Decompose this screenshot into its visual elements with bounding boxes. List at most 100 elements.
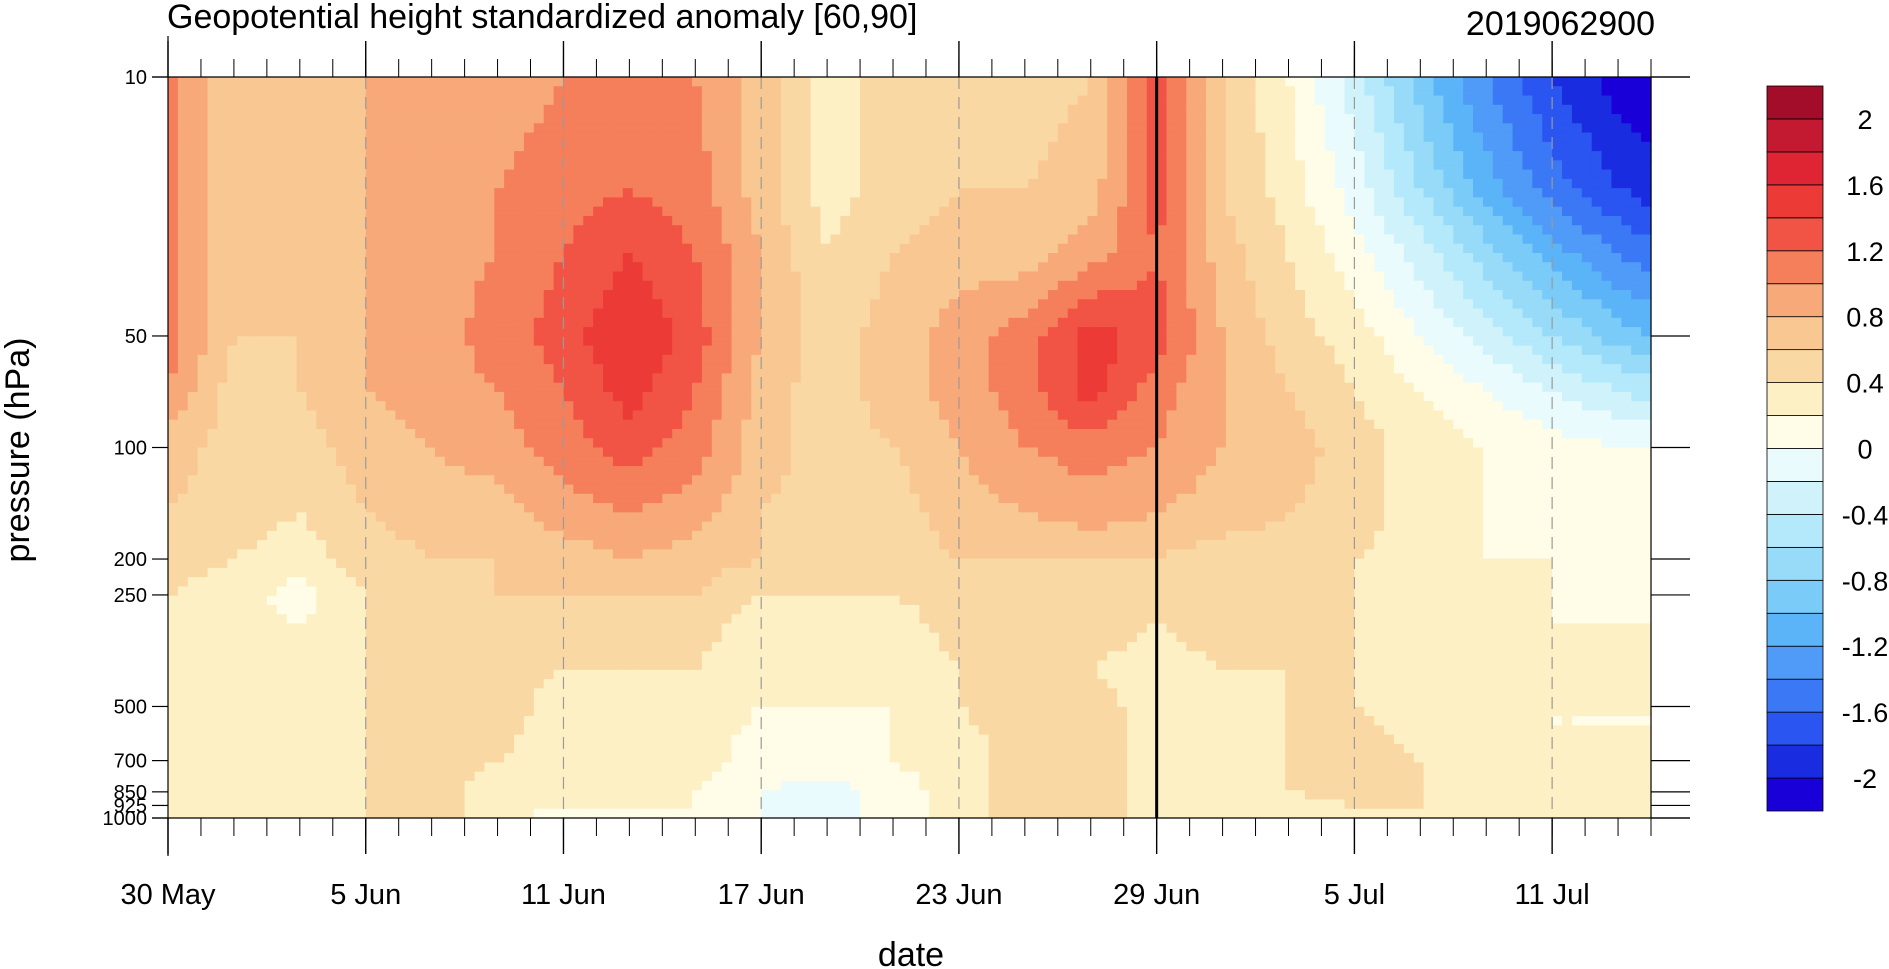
contour-cell [909,206,920,217]
contour-cell [484,308,495,319]
contour-cell [1601,252,1613,263]
contour-cell [1008,104,1019,115]
contour-cell [1631,169,1642,180]
contour-cell [1393,336,1405,347]
contour-cell [1413,77,1425,87]
contour-cell [444,169,456,180]
contour-cell [1146,188,1158,199]
contour-cell [790,317,802,328]
contour-cell [217,345,228,356]
contour-cell [573,215,584,226]
contour-cell [1176,141,1187,152]
contour-cell [316,225,327,236]
contour-cell [603,114,614,124]
contour-cell [1591,336,1603,347]
contour-cell [1117,345,1128,356]
contour-cell [207,290,219,300]
contour-cell [1621,178,1632,189]
contour-cell [1591,160,1603,171]
contour-cell [553,290,565,300]
contour-cell [810,225,822,236]
contour-cell [988,178,1000,189]
contour-cell [1047,262,1059,273]
contour-cell [563,354,574,365]
contour-cell [1571,327,1583,337]
contour-cell [375,151,387,161]
contour-cell [187,95,199,106]
contour-cell [296,336,308,347]
contour-cell [780,271,792,282]
contour-cell [1136,373,1148,384]
contour-cell [1295,308,1306,319]
contour-cell [751,104,762,115]
contour-cell [217,234,228,245]
contour-cell [1245,290,1257,300]
contour-cell [810,252,822,263]
contour-cell [593,252,604,263]
contour-cell [899,151,911,161]
contour-cell [1077,160,1089,171]
contour-cell [1215,225,1227,236]
contour-cell [355,252,367,263]
contour-cell [1384,327,1395,337]
contour-cell [652,178,663,189]
contour-cell [296,206,308,217]
contour-cell [484,382,495,393]
contour-cell [1384,178,1395,189]
contour-cell [771,234,782,245]
contour-cell [1107,188,1118,199]
contour-cell [1324,123,1336,134]
contour-cell [1364,290,1375,300]
contour-cell [1512,290,1524,300]
contour-cell [790,132,802,143]
contour-cell [197,327,209,337]
contour-cell [1571,225,1583,236]
contour-cell [1473,77,1484,87]
contour-cell [1631,364,1642,374]
contour-cell [365,280,377,291]
contour-cell [1057,271,1069,282]
contour-cell [1127,141,1138,152]
contour-cell [899,141,911,152]
contour-cell [1087,299,1098,310]
contour-cell [306,215,317,226]
contour-cell [1117,290,1128,300]
contour-cell [504,169,515,180]
contour-cell [256,215,268,226]
contour-cell [899,280,911,291]
contour-cell [1443,252,1454,263]
contour-cell [731,114,743,124]
contour-cell [721,280,733,291]
contour-cell [514,243,525,254]
contour-cell [1097,132,1108,143]
contour-cell [879,160,891,171]
contour-cell [1393,197,1405,208]
contour-cell [810,188,822,199]
contour-cell [958,252,970,263]
contour-cell [711,271,723,282]
contour-cell [1146,317,1158,328]
contour-cell [1581,114,1593,124]
contour-cell [1136,215,1148,226]
contour-cell [869,345,881,356]
contour-cell [1502,290,1514,300]
contour-cell [642,345,654,356]
contour-cell [879,197,891,208]
contour-cell [1463,327,1474,337]
contour-cell [830,336,841,347]
contour-cell [939,160,950,171]
contour-cell [701,86,713,97]
contour-cell [1433,132,1444,143]
contour-cell [1334,280,1346,291]
contour-cell [1591,95,1603,106]
contour-cell [395,345,406,356]
contour-cell [1473,197,1484,208]
contour-cell [1552,95,1563,106]
contour-cell [543,336,555,347]
contour-cell [691,114,703,124]
contour-cell [1077,215,1089,226]
contour-cell [1047,354,1059,365]
contour-cell [1087,197,1098,208]
contour-cell [1225,123,1237,134]
contour-cell [1581,317,1593,328]
